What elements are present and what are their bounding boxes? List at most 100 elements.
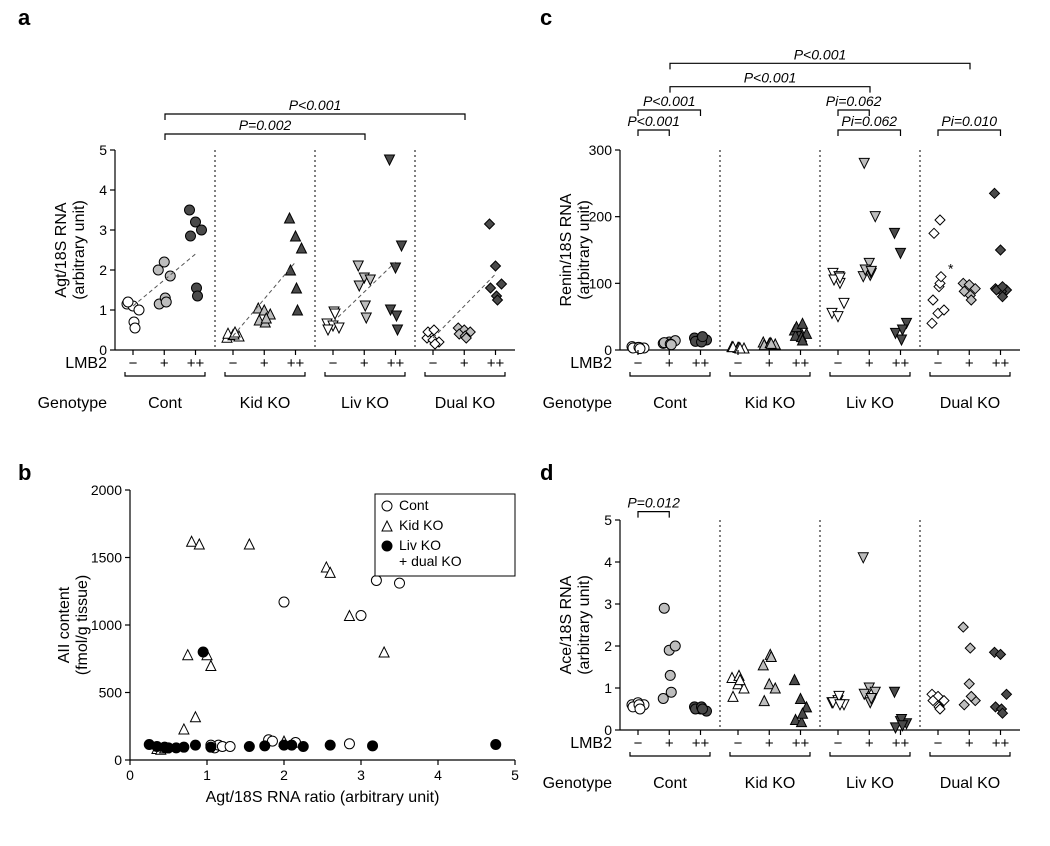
svg-text:Cont: Cont: [148, 395, 182, 412]
svg-text:−: −: [229, 355, 238, 372]
svg-text:Genotype: Genotype: [543, 395, 612, 412]
svg-text:Renin/18S RNA: Renin/18S RNA: [558, 193, 575, 306]
svg-text:P<0.001: P<0.001: [744, 70, 797, 86]
svg-text:Agt/18S RNA ratio (arbitrary u: Agt/18S RNA ratio (arbitrary unit): [206, 789, 440, 806]
svg-text:Kid KO: Kid KO: [745, 395, 796, 412]
svg-text:Agt/18S RNA: Agt/18S RNA: [53, 202, 70, 297]
svg-text:300: 300: [589, 142, 613, 158]
svg-text:Liv KO: Liv KO: [341, 395, 389, 412]
svg-text:+: +: [160, 355, 169, 372]
panel-d-plot: 012345Ace/18S RNA(arbitrary unit)−+++Con…: [560, 470, 1040, 830]
svg-text:4: 4: [604, 554, 612, 570]
panel-c-plot: 0100200300Renin/18S RNA(arbitrary unit)−…: [560, 20, 1040, 450]
svg-text:++: ++: [992, 355, 1010, 372]
svg-text:++: ++: [892, 355, 910, 372]
svg-text:4: 4: [434, 767, 442, 783]
svg-text:4: 4: [99, 182, 107, 198]
svg-text:(arbitrary unit): (arbitrary unit): [576, 200, 593, 300]
svg-text:LMB2: LMB2: [65, 355, 107, 372]
svg-text:P=0.002: P=0.002: [239, 117, 292, 133]
svg-text:+: +: [965, 355, 974, 372]
svg-text:*: *: [948, 260, 954, 276]
svg-text:P<0.001: P<0.001: [643, 93, 696, 109]
svg-text:Cont: Cont: [399, 497, 429, 513]
svg-text:++: ++: [692, 735, 710, 752]
svg-text:0: 0: [114, 752, 122, 768]
svg-text:Cont: Cont: [653, 775, 687, 792]
svg-text:2: 2: [99, 262, 107, 278]
svg-text:3: 3: [357, 767, 365, 783]
svg-text:(fmol/g tissue): (fmol/g tissue): [74, 575, 91, 675]
svg-text:2000: 2000: [91, 482, 122, 498]
svg-text:−: −: [934, 735, 943, 752]
svg-text:++: ++: [487, 355, 505, 372]
svg-text:(arbitrary unit): (arbitrary unit): [71, 200, 88, 300]
svg-text:Pi=0.010: Pi=0.010: [941, 113, 997, 129]
svg-text:++: ++: [287, 355, 305, 372]
svg-text:−: −: [834, 355, 843, 372]
svg-text:−: −: [834, 735, 843, 752]
svg-text:LMB2: LMB2: [570, 735, 612, 752]
svg-text:−: −: [129, 355, 138, 372]
svg-text:+: +: [360, 355, 369, 372]
svg-text:P<0.001: P<0.001: [627, 113, 680, 129]
svg-text:Dual KO: Dual KO: [940, 395, 1000, 412]
svg-text:5: 5: [511, 767, 519, 783]
svg-text:++: ++: [892, 735, 910, 752]
svg-text:1500: 1500: [91, 550, 122, 566]
svg-text:5: 5: [99, 142, 107, 158]
panel-d-label: d: [540, 460, 553, 486]
panel-c-label: c: [540, 5, 552, 31]
svg-text:−: −: [634, 355, 643, 372]
svg-text:+: +: [965, 735, 974, 752]
svg-text:Pi=0.062: Pi=0.062: [826, 93, 882, 109]
svg-text:AII content: AII content: [56, 586, 73, 663]
svg-text:0: 0: [126, 767, 134, 783]
svg-text:Cont: Cont: [653, 395, 687, 412]
svg-text:P<0.001: P<0.001: [289, 97, 342, 113]
svg-text:+: +: [865, 355, 874, 372]
svg-text:++: ++: [792, 355, 810, 372]
svg-text:Genotype: Genotype: [38, 395, 107, 412]
svg-text:LMB2: LMB2: [570, 355, 612, 372]
svg-text:+: +: [765, 355, 774, 372]
svg-text:Dual KO: Dual KO: [435, 395, 495, 412]
svg-text:Kid KO: Kid KO: [399, 517, 443, 533]
svg-text:+: +: [665, 355, 674, 372]
svg-text:+: +: [260, 355, 269, 372]
svg-text:(arbitrary unit): (arbitrary unit): [576, 575, 593, 675]
panel-b-label: b: [18, 460, 31, 486]
svg-text:1: 1: [99, 302, 107, 318]
svg-text:−: −: [734, 355, 743, 372]
svg-text:Liv KO: Liv KO: [846, 775, 894, 792]
svg-text:Liv KO: Liv KO: [399, 537, 441, 553]
svg-text:++: ++: [792, 735, 810, 752]
svg-text:++: ++: [387, 355, 405, 372]
svg-text:Liv KO: Liv KO: [846, 395, 894, 412]
panel-a-plot: 012345Agt/18S RNA(arbitrary unit)−+++Con…: [55, 20, 535, 450]
svg-text:Pi=0.062: Pi=0.062: [841, 113, 897, 129]
svg-text:1: 1: [604, 680, 612, 696]
svg-text:5: 5: [604, 512, 612, 528]
svg-text:−: −: [634, 735, 643, 752]
svg-text:1000: 1000: [91, 617, 122, 633]
panel-a-label: a: [18, 5, 30, 31]
svg-text:−: −: [429, 355, 438, 372]
svg-text:+ dual KO: + dual KO: [399, 553, 462, 569]
svg-text:Dual KO: Dual KO: [940, 775, 1000, 792]
svg-text:+: +: [765, 735, 774, 752]
svg-text:3: 3: [99, 222, 107, 238]
svg-text:−: −: [934, 355, 943, 372]
svg-text:−: −: [734, 735, 743, 752]
svg-text:Kid KO: Kid KO: [745, 775, 796, 792]
svg-text:+: +: [665, 735, 674, 752]
svg-text:2: 2: [604, 638, 612, 654]
svg-text:−: −: [329, 355, 338, 372]
svg-text:500: 500: [99, 685, 123, 701]
svg-text:++: ++: [187, 355, 205, 372]
svg-text:++: ++: [992, 735, 1010, 752]
panel-b-plot: 0500100015002000012345AII content(fmol/g…: [55, 470, 535, 830]
svg-text:Genotype: Genotype: [543, 775, 612, 792]
svg-text:P=0.012: P=0.012: [627, 495, 680, 511]
svg-text:Kid KO: Kid KO: [240, 395, 291, 412]
